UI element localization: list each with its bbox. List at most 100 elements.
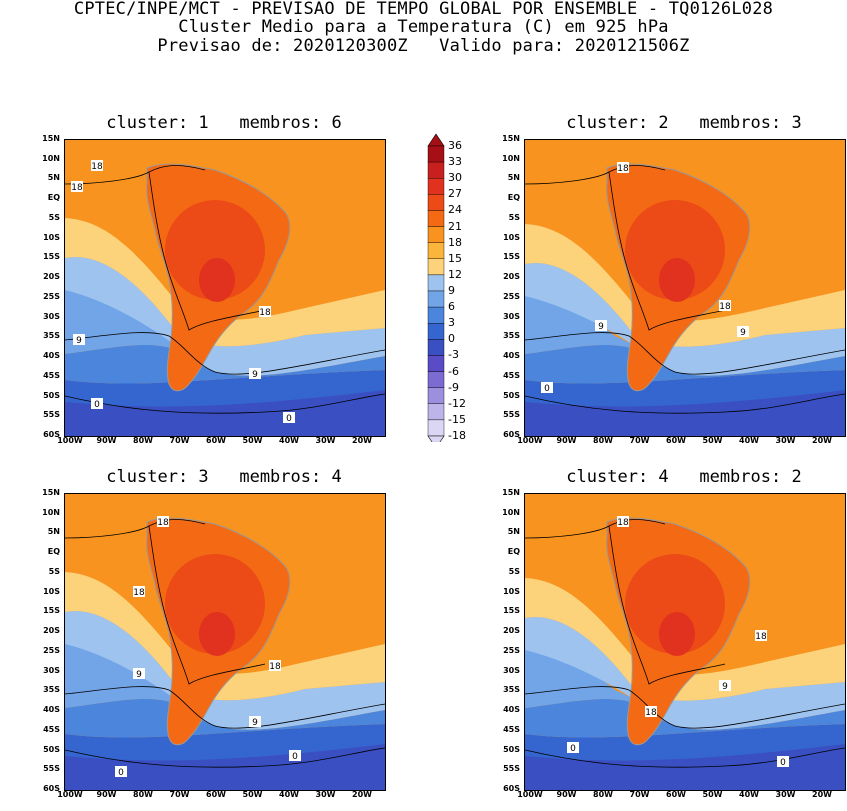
longitude-label: 20W bbox=[812, 436, 832, 445]
colorbar-level-label: 36 bbox=[448, 139, 462, 152]
latitude-label: 35S bbox=[43, 685, 60, 695]
longitude-label: 100W bbox=[517, 790, 543, 799]
latitude-label: 15S bbox=[43, 252, 60, 262]
latitude-label: 20S bbox=[503, 272, 520, 282]
colorbar-level-label: 33 bbox=[448, 155, 462, 169]
latitude-label: EQ bbox=[507, 193, 520, 203]
contour-line bbox=[525, 519, 726, 685]
longitude-label: 60W bbox=[666, 436, 686, 445]
latitude-label: 15S bbox=[43, 606, 60, 616]
contour-label: 18 bbox=[617, 516, 629, 528]
longitude-label: 90W bbox=[556, 790, 577, 799]
coastline bbox=[606, 517, 751, 746]
contour-line bbox=[525, 393, 845, 414]
colorbar-segment bbox=[427, 371, 445, 388]
latitude-label: 40S bbox=[503, 705, 520, 715]
latitude-label: 15N bbox=[42, 134, 60, 143]
contour-label: 9 bbox=[595, 320, 607, 332]
contour-label: 0 bbox=[289, 750, 301, 762]
temperature-field: 18 18 18 9 9 0 0 bbox=[65, 494, 385, 790]
figure-title-line-3: Previsao de: 2020120300Z Valido para: 20… bbox=[157, 36, 690, 56]
contour-label-text: 9 bbox=[252, 370, 258, 380]
colorbar-segment bbox=[427, 355, 445, 372]
latitude-label: 10S bbox=[503, 232, 520, 242]
hot-region bbox=[625, 200, 725, 300]
longitude-label: 90W bbox=[96, 790, 117, 799]
temperature-field: 18 18 18 9 9 0 0 bbox=[65, 140, 385, 436]
longitude-label: 40W bbox=[739, 436, 759, 445]
contour-label: 0 bbox=[777, 756, 789, 768]
latitude-label: 10S bbox=[43, 232, 60, 242]
panel-title: cluster: 4 membros: 2 bbox=[566, 467, 802, 487]
colorbar-level-label: 12 bbox=[448, 267, 462, 281]
longitude-label: 70W bbox=[629, 436, 650, 445]
contour-label-text: 18 bbox=[719, 302, 731, 312]
latitude-label: 45S bbox=[43, 724, 60, 734]
map-plot-area: 18 18 18 9 9 0 0 bbox=[64, 493, 386, 791]
latitude-label: 60S bbox=[43, 430, 60, 439]
latitude-label: 40S bbox=[43, 351, 60, 361]
longitude-label: 80W bbox=[593, 436, 613, 445]
contour-label: 0 bbox=[541, 382, 553, 394]
latitude-label: 40S bbox=[503, 351, 520, 361]
contour-label-text: 9 bbox=[252, 718, 258, 728]
contour-label: 18 bbox=[133, 586, 145, 598]
map-plot-area: 18 18 18 9 9 0 0 bbox=[64, 139, 386, 437]
longitude-label: 100W bbox=[517, 436, 543, 445]
panel-title: cluster: 3 membros: 4 bbox=[106, 467, 342, 487]
contour-label: 0 bbox=[283, 412, 295, 424]
latitude-label: 5N bbox=[47, 173, 60, 183]
latitude-label: 45S bbox=[503, 724, 520, 734]
latitude-label: 60S bbox=[503, 430, 520, 439]
latitude-label: 25S bbox=[503, 291, 520, 301]
longitude-label: 90W bbox=[556, 436, 577, 445]
colorbar-segment bbox=[427, 306, 445, 324]
contour-label-text: 18 bbox=[755, 632, 767, 642]
contour-label-text: 9 bbox=[76, 336, 82, 346]
colorbar-level-label: 0 bbox=[448, 332, 455, 346]
longitude-label: 30W bbox=[775, 790, 796, 799]
longitude-label: 40W bbox=[279, 436, 299, 445]
contour-label-text: 18 bbox=[91, 162, 103, 172]
colorbar-segment bbox=[427, 387, 445, 404]
colorbar-segment bbox=[427, 258, 445, 276]
colorbar-level-label: 24 bbox=[448, 203, 462, 217]
contour-label-text: 18 bbox=[157, 518, 169, 528]
longitude-label: 70W bbox=[629, 790, 650, 799]
latitude-label: 5N bbox=[47, 527, 60, 537]
latitude-label: 50S bbox=[43, 390, 60, 400]
latitude-label: EQ bbox=[507, 547, 520, 557]
temperature-band bbox=[525, 262, 845, 376]
colorbar-segment bbox=[427, 323, 445, 340]
latitude-label: 15N bbox=[42, 488, 60, 497]
contour-line bbox=[65, 393, 385, 414]
temperature-band bbox=[65, 610, 385, 730]
contour-label-text: 18 bbox=[617, 518, 629, 528]
latitude-label: EQ bbox=[47, 193, 60, 203]
latitude-label: 10N bbox=[42, 153, 60, 163]
longitude-label: 70W bbox=[169, 436, 190, 445]
latitude-label: 5S bbox=[508, 212, 520, 222]
longitude-label: 40W bbox=[279, 790, 299, 799]
longitude-label: 80W bbox=[133, 436, 153, 445]
longitude-label: 50W bbox=[242, 436, 263, 445]
colorbar-segment bbox=[427, 145, 445, 163]
colorbar-graphic bbox=[427, 133, 445, 442]
colorbar: 36 33 30 27 24 21 18 15 12 9 6 3 0 -3 -6 -9 -12 -15 -18 bbox=[426, 132, 486, 442]
colorbar-level-label: -15 bbox=[448, 412, 466, 426]
map-panel-3: cluster: 3 membros: 4 18 18 18 9 9 0 0 15N 10N 5N E… bbox=[34, 467, 390, 811]
colorbar-min-arrow bbox=[427, 435, 445, 442]
contour-label-text: 0 bbox=[94, 400, 100, 410]
colorbar-segment bbox=[427, 226, 445, 243]
latitude-label: 50S bbox=[503, 744, 520, 754]
temperature-band bbox=[65, 644, 195, 714]
colorbar-level-label: 15 bbox=[448, 251, 462, 265]
contour-label: 9 bbox=[249, 716, 261, 728]
latitude-label: 40S bbox=[43, 705, 60, 715]
latitude-label: 20S bbox=[43, 626, 60, 636]
contour-line bbox=[525, 747, 845, 768]
contour-label: 0 bbox=[115, 766, 127, 778]
longitude-label: 100W bbox=[57, 436, 83, 445]
latitude-label: 10S bbox=[43, 586, 60, 596]
contour-label-text: 18 bbox=[259, 308, 271, 318]
